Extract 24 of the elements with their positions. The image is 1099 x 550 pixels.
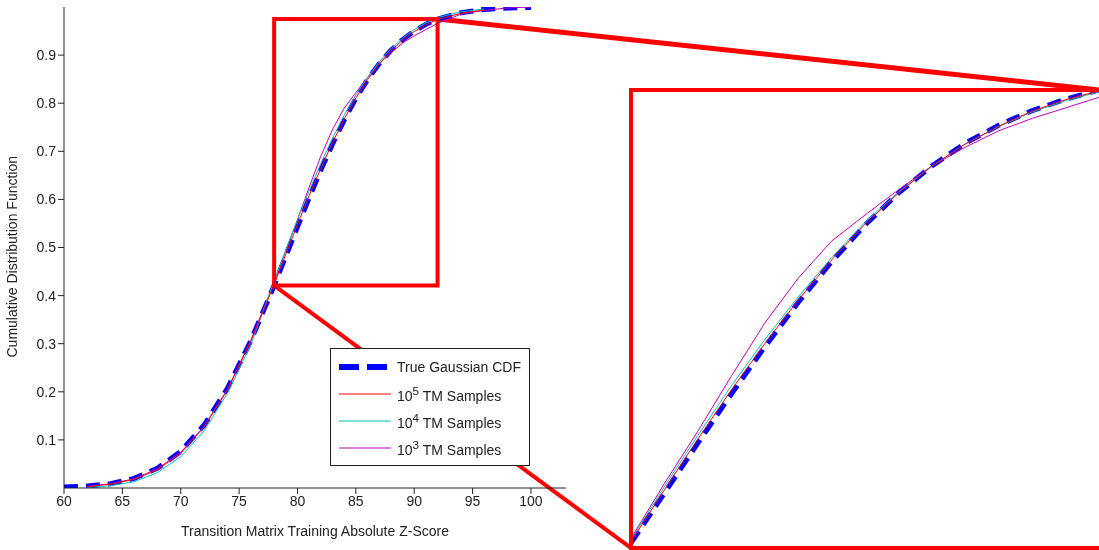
legend-label: 10$^{4}$ TM Samples <box>397 410 502 431</box>
x-tick-label: 95 <box>464 492 481 509</box>
legend-label: 10$^{3}$ TM Samples <box>397 437 502 458</box>
x-tick-label: 100 <box>519 492 543 509</box>
x-axis-title: Transition Matrix Training Absolute Z-Score <box>181 523 450 539</box>
x-tick-label: 75 <box>231 492 248 509</box>
x-tick-label: 80 <box>289 492 306 509</box>
x-tick-label: 65 <box>114 492 131 509</box>
legend-label: 10$^{5}$ TM Samples <box>397 383 502 404</box>
y-tick-label: 0.2 <box>36 383 57 400</box>
y-tick-label: 0.4 <box>36 287 57 304</box>
x-tick-label: 90 <box>406 492 423 509</box>
legend-label: True Gaussian CDF <box>397 358 521 375</box>
y-tick-label: 0.8 <box>36 95 57 112</box>
y-tick-label: 0.6 <box>36 191 57 208</box>
y-tick-label: 0.7 <box>36 143 57 160</box>
y-tick-label: 0.9 <box>36 47 57 64</box>
y-tick-label: 0.3 <box>36 335 57 352</box>
x-tick-label: 60 <box>56 492 72 509</box>
x-tick-label: 85 <box>348 492 364 509</box>
x-tick-label: 70 <box>172 492 189 509</box>
y-tick-label: 0.1 <box>36 431 57 448</box>
y-tick-label: 0.5 <box>36 239 57 256</box>
y-axis-title: Cumulative Distribution Function <box>3 155 20 358</box>
